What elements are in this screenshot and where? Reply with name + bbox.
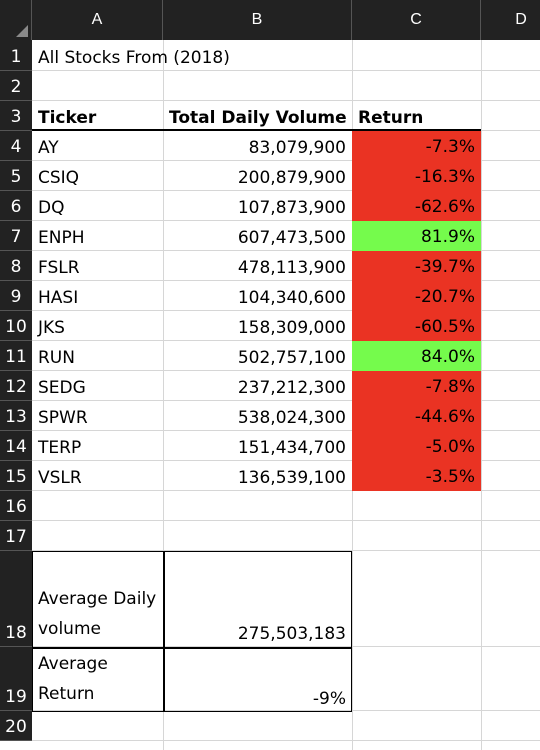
volume-cell[interactable]: 83,079,900 [248, 138, 346, 158]
grid-line [32, 710, 540, 711]
ticker-cell[interactable]: JKS [38, 318, 65, 338]
grid-line [481, 40, 482, 750]
column-header-d[interactable]: D [481, 0, 540, 40]
grid-line [32, 460, 540, 461]
ticker-cell[interactable]: DQ [38, 198, 65, 218]
grid-line [32, 280, 540, 281]
grid-line [32, 740, 540, 741]
volume-cell[interactable]: 607,473,500 [237, 228, 346, 248]
row-header-10[interactable]: 10 [0, 311, 32, 341]
ticker-cell[interactable]: SPWR [38, 408, 88, 428]
row-header-7[interactable]: 7 [0, 221, 32, 251]
grid-line [32, 340, 540, 341]
grid-line [32, 190, 540, 191]
volume-cell[interactable]: 200,879,900 [237, 168, 346, 188]
grid-line [32, 430, 540, 431]
grid-line [32, 646, 540, 647]
volume-cell[interactable]: 502,757,100 [237, 348, 346, 368]
return-cell[interactable]: -39.7% [352, 251, 481, 281]
ticker-cell[interactable]: CSIQ [38, 168, 80, 188]
header-ticker[interactable]: Ticker [38, 108, 97, 128]
row-header-5[interactable]: 5 [0, 161, 32, 191]
grid-line [32, 310, 540, 311]
sheet-title[interactable]: All Stocks From (2018) [38, 48, 230, 68]
volume-cell[interactable]: 538,024,300 [237, 408, 346, 428]
row-header-17[interactable]: 17 [0, 521, 32, 551]
volume-cell[interactable]: 151,434,700 [237, 438, 346, 458]
return-cell[interactable]: -16.3% [352, 161, 481, 191]
header-underline [32, 129, 481, 131]
row-header-16[interactable]: 16 [0, 491, 32, 521]
row-header-11[interactable]: 11 [0, 341, 32, 371]
row-header-8[interactable]: 8 [0, 251, 32, 281]
return-cell[interactable]: -7.3% [352, 131, 481, 161]
ticker-cell[interactable]: TERP [38, 438, 82, 458]
volume-cell[interactable]: 107,873,900 [237, 198, 346, 218]
volume-cell[interactable]: 136,539,100 [237, 468, 346, 488]
grid-line [32, 520, 540, 521]
select-all-icon [16, 25, 28, 37]
return-cell[interactable]: 81.9% [352, 221, 481, 251]
ticker-cell[interactable]: FSLR [38, 258, 80, 278]
ticker-cell[interactable]: VSLR [38, 468, 82, 488]
ticker-cell[interactable]: AY [38, 138, 59, 158]
return-cell[interactable]: -44.6% [352, 401, 481, 431]
return-cell[interactable]: -5.0% [352, 431, 481, 461]
header-volume[interactable]: Total Daily Volume [169, 108, 347, 128]
row-header-19[interactable]: 19 [0, 647, 32, 711]
ticker-cell[interactable]: ENPH [38, 228, 85, 248]
grid-line [32, 70, 540, 71]
grid-line [32, 100, 540, 101]
row-header-3[interactable]: 3 [0, 101, 32, 131]
ticker-cell[interactable]: SEDG [38, 378, 86, 398]
row-header-18[interactable]: 18 [0, 551, 32, 647]
volume-cell[interactable]: 104,340,600 [237, 288, 346, 308]
column-header-b[interactable]: B [163, 0, 352, 40]
return-cell[interactable]: -7.8% [352, 371, 481, 401]
summary-divider-v [163, 551, 165, 712]
return-cell[interactable]: -60.5% [352, 311, 481, 341]
row-header-15[interactable]: 15 [0, 461, 32, 491]
avg-volume-value[interactable]: 275,503,183 [237, 624, 346, 644]
row-header-2[interactable]: 2 [0, 71, 32, 101]
grid-line [32, 490, 540, 491]
row-header-14[interactable]: 14 [0, 431, 32, 461]
column-header-c[interactable]: C [352, 0, 481, 40]
column-header-a[interactable]: A [32, 0, 163, 40]
select-all-corner[interactable] [0, 0, 32, 40]
avg-return-label[interactable]: Average Return [38, 654, 108, 704]
avg-return-value[interactable]: -9% [312, 689, 346, 709]
summary-divider-h [32, 647, 352, 649]
avg-volume-label[interactable]: Average Daily volume [38, 589, 157, 639]
grid-line [32, 160, 540, 161]
row-header-1[interactable]: 1 [0, 40, 32, 71]
row-header-6[interactable]: 6 [0, 191, 32, 221]
row-header-9[interactable]: 9 [0, 281, 32, 311]
return-cell[interactable]: -62.6% [352, 191, 481, 221]
grid-line [163, 40, 164, 750]
ticker-cell[interactable]: HASI [38, 288, 79, 308]
volume-cell[interactable]: 158,309,000 [237, 318, 346, 338]
volume-cell[interactable]: 478,113,900 [237, 258, 346, 278]
ticker-cell[interactable]: RUN [38, 348, 75, 368]
grid-line [32, 250, 540, 251]
grid-line [32, 550, 540, 551]
row-header-12[interactable]: 12 [0, 371, 32, 401]
header-return[interactable]: Return [358, 108, 424, 128]
return-cell[interactable]: 84.0% [352, 341, 481, 371]
row-header-4[interactable]: 4 [0, 131, 32, 161]
grid-line [32, 220, 540, 221]
row-header-20[interactable]: 20 [0, 711, 32, 741]
grid-line [32, 370, 540, 371]
return-cell[interactable]: -20.7% [352, 281, 481, 311]
return-cell[interactable]: -3.5% [352, 461, 481, 491]
summary-box [32, 551, 352, 712]
grid-line [32, 400, 540, 401]
volume-cell[interactable]: 237,212,300 [237, 378, 346, 398]
row-header-13[interactable]: 13 [0, 401, 32, 431]
